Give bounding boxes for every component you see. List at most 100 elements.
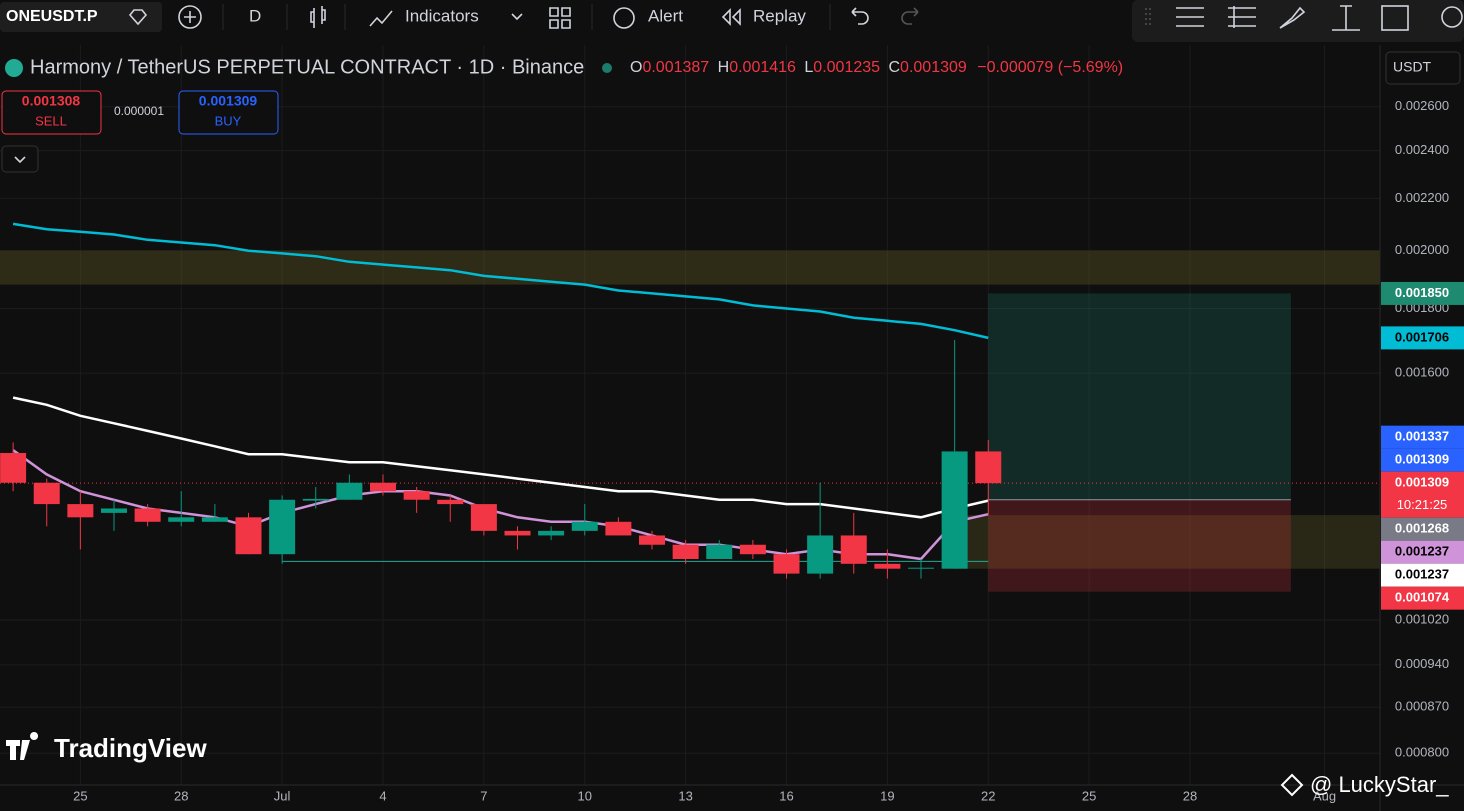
- symbol-button[interactable]: [0, 2, 162, 32]
- y-tick-label: 0.000870: [1395, 699, 1449, 714]
- x-tick-label: 7: [480, 788, 487, 803]
- tool-settings[interactable]: [1441, 6, 1463, 28]
- candle-body: [134, 508, 161, 522]
- alert-button[interactable]: Alert: [648, 6, 683, 25]
- price-label: [1381, 448, 1464, 472]
- add-symbol-plus: [184, 11, 196, 23]
- target-zone: [988, 293, 1291, 500]
- price-label: [1381, 540, 1464, 564]
- x-tick-label: 10: [578, 788, 592, 803]
- tool-measure[interactable]: [1332, 5, 1360, 31]
- x-tick-label: 16: [779, 788, 793, 803]
- indicators-button[interactable]: Indicators: [405, 6, 479, 25]
- watermark-icon: [1280, 773, 1304, 797]
- tool-long[interactable]: [1228, 6, 1256, 28]
- chart-type-icon[interactable]: [310, 6, 326, 28]
- open-value: 0.001387: [642, 59, 709, 76]
- y-tick-label: 0.002600: [1395, 98, 1449, 113]
- collapse-icon: [14, 156, 26, 164]
- price-label-text: 0.001309: [1395, 475, 1449, 490]
- logo: TradingView: [54, 733, 207, 763]
- symbol-icon[interactable]: [128, 9, 148, 26]
- price-label: [1381, 471, 1464, 518]
- candle-body: [235, 517, 262, 555]
- x-tick-label: 19: [880, 788, 894, 803]
- alert-icon[interactable]: [613, 7, 635, 29]
- candle-body: [773, 554, 800, 574]
- redo[interactable]: [901, 7, 919, 25]
- price-label: [1381, 281, 1464, 305]
- candle-body: [168, 517, 195, 522]
- replay-icon[interactable]: [721, 8, 741, 26]
- moving-average: [12, 222, 989, 340]
- tool-zoom[interactable]: [1381, 5, 1409, 31]
- countdown: 10:21:25: [1397, 497, 1448, 512]
- interval[interactable]: D: [249, 6, 261, 25]
- undo[interactable]: [851, 7, 869, 25]
- candle-body: [874, 563, 901, 569]
- close-value: 0.001309: [900, 59, 967, 76]
- price-label-text: 0.001706: [1395, 329, 1449, 344]
- candle-body: [571, 521, 598, 531]
- currency[interactable]: USDT: [1393, 59, 1432, 75]
- symbol[interactable]: ONEUSDT.P: [6, 8, 98, 25]
- y-tick-label: 0.002400: [1395, 142, 1449, 157]
- tool-levels[interactable]: [1176, 7, 1204, 27]
- open-key: O: [630, 59, 642, 76]
- collapse-button[interactable]: [1, 145, 39, 173]
- price-label-text: 0.001268: [1395, 521, 1449, 536]
- buy-label[interactable]: BUY: [215, 113, 242, 128]
- candle-body: [369, 482, 396, 492]
- price-label: [1381, 425, 1464, 449]
- currency-select[interactable]: [1385, 51, 1461, 85]
- buy-button[interactable]: [178, 90, 279, 135]
- price-label: [1381, 563, 1464, 587]
- sell-price[interactable]: 0.001308: [22, 93, 81, 109]
- add-symbol[interactable]: [178, 5, 202, 29]
- indicators-dropdown[interactable]: [511, 13, 523, 21]
- legend-ohlc: O0.001387 H0.001416 L0.001235 C0.001309 …: [630, 59, 1123, 76]
- price-label-text: 0.001337: [1395, 429, 1449, 444]
- candle-body: [504, 530, 531, 536]
- candle-body: [0, 453, 27, 483]
- candle-body: [941, 451, 968, 569]
- candle-body: [975, 451, 1002, 484]
- y-tick-label: 0.001600: [1395, 365, 1449, 380]
- candle-body: [100, 508, 127, 513]
- x-tick-label: Jul: [274, 788, 291, 803]
- candle-body: [269, 499, 296, 555]
- candle-body: [33, 482, 60, 505]
- zone: [0, 250, 1380, 285]
- low-key: L: [804, 59, 813, 76]
- price-label-text: 0.001309: [1395, 452, 1449, 467]
- candle-body: [538, 530, 565, 536]
- low-value: 0.001235: [813, 59, 880, 76]
- buy-price[interactable]: 0.001309: [199, 93, 258, 109]
- sell-button[interactable]: [1, 90, 102, 135]
- stop-zone: [988, 499, 1291, 592]
- drawing-toolbar: [1132, 0, 1464, 42]
- x-tick-label: 22: [981, 788, 995, 803]
- candle-body: [706, 544, 733, 559]
- y-tick-label: 0.000940: [1395, 656, 1449, 671]
- candle-body: [302, 498, 329, 501]
- candle-body: [605, 521, 632, 536]
- candle-body: [201, 517, 228, 522]
- replay-button[interactable]: Replay: [753, 6, 806, 25]
- candle-body: [672, 544, 699, 559]
- tool-brush[interactable]: [1279, 6, 1306, 29]
- axes: 0.0026000.0024000.0022000.0020000.001800…: [73, 98, 1464, 803]
- y-tick-label: 0.002200: [1395, 190, 1449, 205]
- candle-body: [639, 535, 666, 545]
- y-tick-label: 0.002000: [1395, 242, 1449, 257]
- drag-handle[interactable]: [1145, 8, 1151, 28]
- x-tick-label: 28: [1183, 788, 1197, 803]
- indicators-icon[interactable]: [369, 10, 393, 27]
- market-status: [602, 63, 612, 73]
- high-key: H: [718, 59, 730, 76]
- y-tick-label: 0.000800: [1395, 745, 1449, 760]
- layouts-icon[interactable]: [549, 7, 571, 29]
- price-label: [1381, 326, 1464, 350]
- sell-label[interactable]: SELL: [35, 113, 67, 128]
- logo-icon: [6, 732, 39, 760]
